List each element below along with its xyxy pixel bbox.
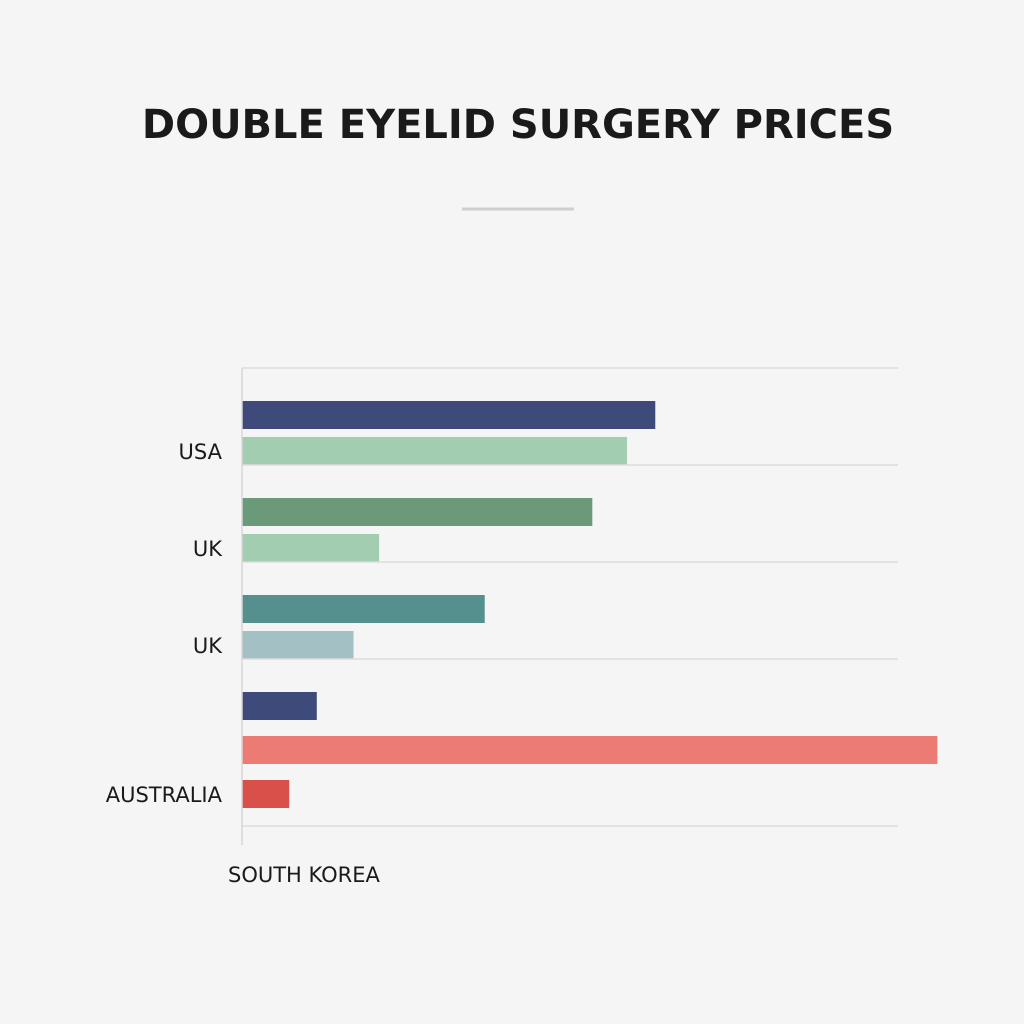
bar [242, 780, 290, 808]
bar [242, 736, 938, 764]
bar [242, 498, 593, 526]
category-label: UK [193, 634, 223, 658]
category-label: AUSTRALIA [106, 783, 223, 807]
bar [242, 692, 317, 720]
bar [242, 534, 380, 562]
bar [242, 437, 628, 465]
chart-title: DOUBLE EYELID SURGERY PRICES [142, 102, 894, 148]
bar [242, 595, 485, 623]
bar [242, 631, 354, 659]
category-label: USA [179, 440, 223, 464]
category-label: UK [193, 537, 223, 561]
bar [242, 401, 656, 429]
x-axis-label: SOUTH KOREA [228, 863, 381, 887]
